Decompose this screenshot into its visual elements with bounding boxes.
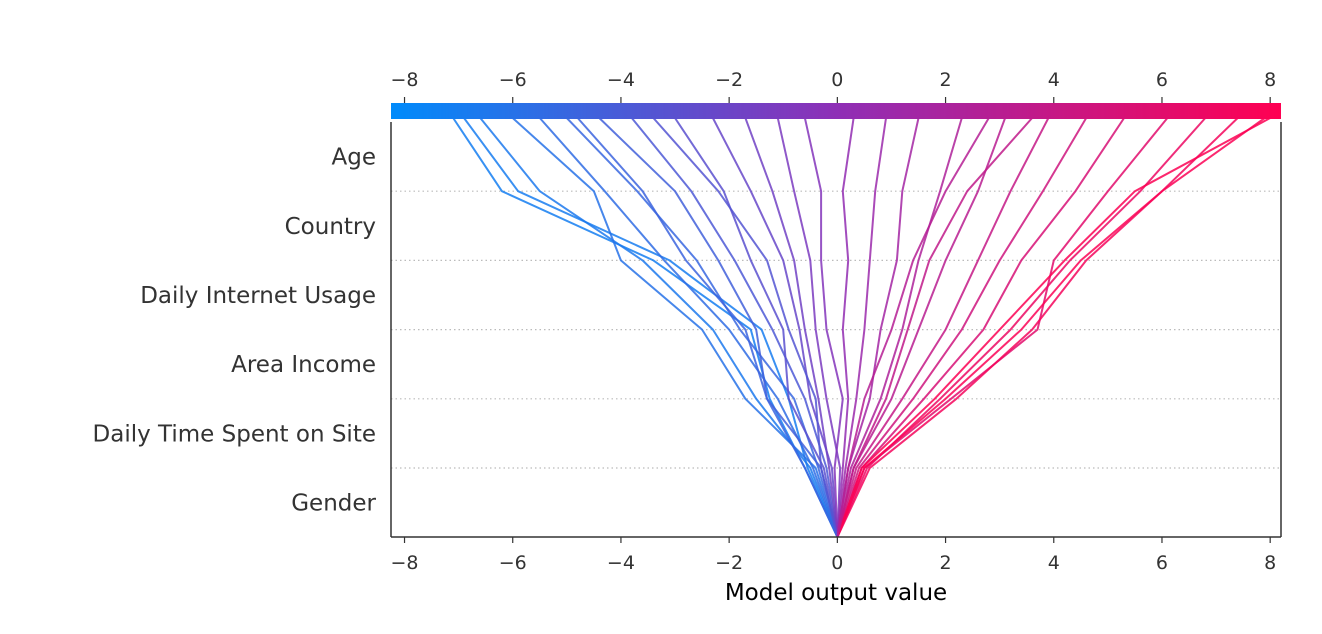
x-tick-label-bottom: −2 bbox=[715, 552, 743, 574]
decision-line bbox=[712, 117, 839, 538]
feature-label: Daily Time Spent on Site bbox=[93, 421, 376, 447]
x-axis-title: Model output value bbox=[725, 580, 947, 606]
decision-line bbox=[631, 117, 839, 538]
x-tick-label-top: 6 bbox=[1156, 69, 1168, 91]
decision-line bbox=[836, 117, 1088, 538]
decision-line bbox=[512, 117, 839, 538]
decision-line bbox=[836, 117, 1266, 538]
x-tick-label-top: −2 bbox=[715, 69, 743, 91]
decision-line bbox=[836, 117, 1207, 538]
decision-line bbox=[836, 117, 1271, 538]
x-tick-label-bottom: −4 bbox=[607, 552, 635, 574]
x-tick-label-top: −8 bbox=[391, 69, 419, 91]
x-tick-label-top: 2 bbox=[940, 69, 952, 91]
decision-line bbox=[674, 117, 839, 538]
decision-line bbox=[803, 117, 844, 538]
x-tick-label-bottom: 6 bbox=[1156, 552, 1168, 574]
decision-line bbox=[836, 117, 963, 538]
decision-line bbox=[598, 117, 839, 538]
x-tick-label-top: −4 bbox=[607, 69, 635, 91]
feature-label: Country bbox=[285, 214, 376, 240]
decision-lines bbox=[452, 117, 1271, 538]
x-tick-label-bottom: 0 bbox=[831, 552, 843, 574]
decision-line bbox=[744, 117, 839, 538]
x-tick-label-top: 0 bbox=[831, 69, 843, 91]
decision-line bbox=[836, 117, 855, 538]
x-tick-label-top: 4 bbox=[1048, 69, 1060, 91]
axes: −8 −8 −6 −6 −4 −4 −2 −2 0 0 2 2 4 4 6 6 8 8 bbox=[390, 69, 1282, 574]
decision-line bbox=[576, 117, 839, 538]
feature-labels: Age Country Daily Internet Usage Area Incom… bbox=[93, 145, 377, 517]
feature-label: Area Income bbox=[231, 352, 376, 378]
decision-line bbox=[836, 117, 1050, 538]
x-tick-label-top: 8 bbox=[1264, 69, 1276, 91]
feature-label: Gender bbox=[291, 491, 376, 517]
decision-line bbox=[836, 117, 887, 538]
colorbar-rect bbox=[391, 103, 1281, 119]
gridlines bbox=[391, 190, 1281, 469]
x-tick-label-bottom: 8 bbox=[1264, 552, 1276, 574]
decision-line bbox=[836, 117, 1033, 538]
decision-line bbox=[539, 117, 839, 538]
decision-line bbox=[566, 117, 839, 538]
feature-label: Daily Internet Usage bbox=[140, 283, 376, 309]
x-tick-label-top: −6 bbox=[499, 69, 527, 91]
x-tick-label-bottom: −8 bbox=[391, 552, 419, 574]
decision-line bbox=[776, 117, 842, 538]
x-tick-label-bottom: 4 bbox=[1048, 552, 1060, 574]
decision-line bbox=[836, 117, 990, 538]
x-tick-label-bottom: 2 bbox=[940, 552, 952, 574]
colorbar bbox=[391, 103, 1281, 119]
feature-label: Age bbox=[332, 145, 376, 171]
x-tick-label-bottom: −6 bbox=[499, 552, 527, 574]
decision-line bbox=[652, 117, 839, 538]
decision-line bbox=[479, 117, 839, 538]
decision-line bbox=[463, 117, 839, 538]
